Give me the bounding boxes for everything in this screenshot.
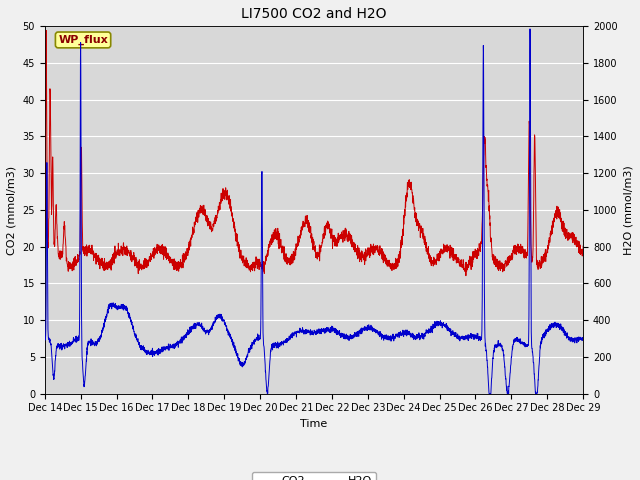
Legend: CO2, H2O: CO2, H2O (252, 472, 376, 480)
Title: LI7500 CO2 and H2O: LI7500 CO2 and H2O (241, 7, 387, 21)
Text: WP_flux: WP_flux (58, 35, 108, 45)
Y-axis label: CO2 (mmol/m3): CO2 (mmol/m3) (7, 166, 17, 254)
X-axis label: Time: Time (300, 419, 328, 429)
Y-axis label: H2O (mmol/m3): H2O (mmol/m3) (623, 165, 633, 255)
